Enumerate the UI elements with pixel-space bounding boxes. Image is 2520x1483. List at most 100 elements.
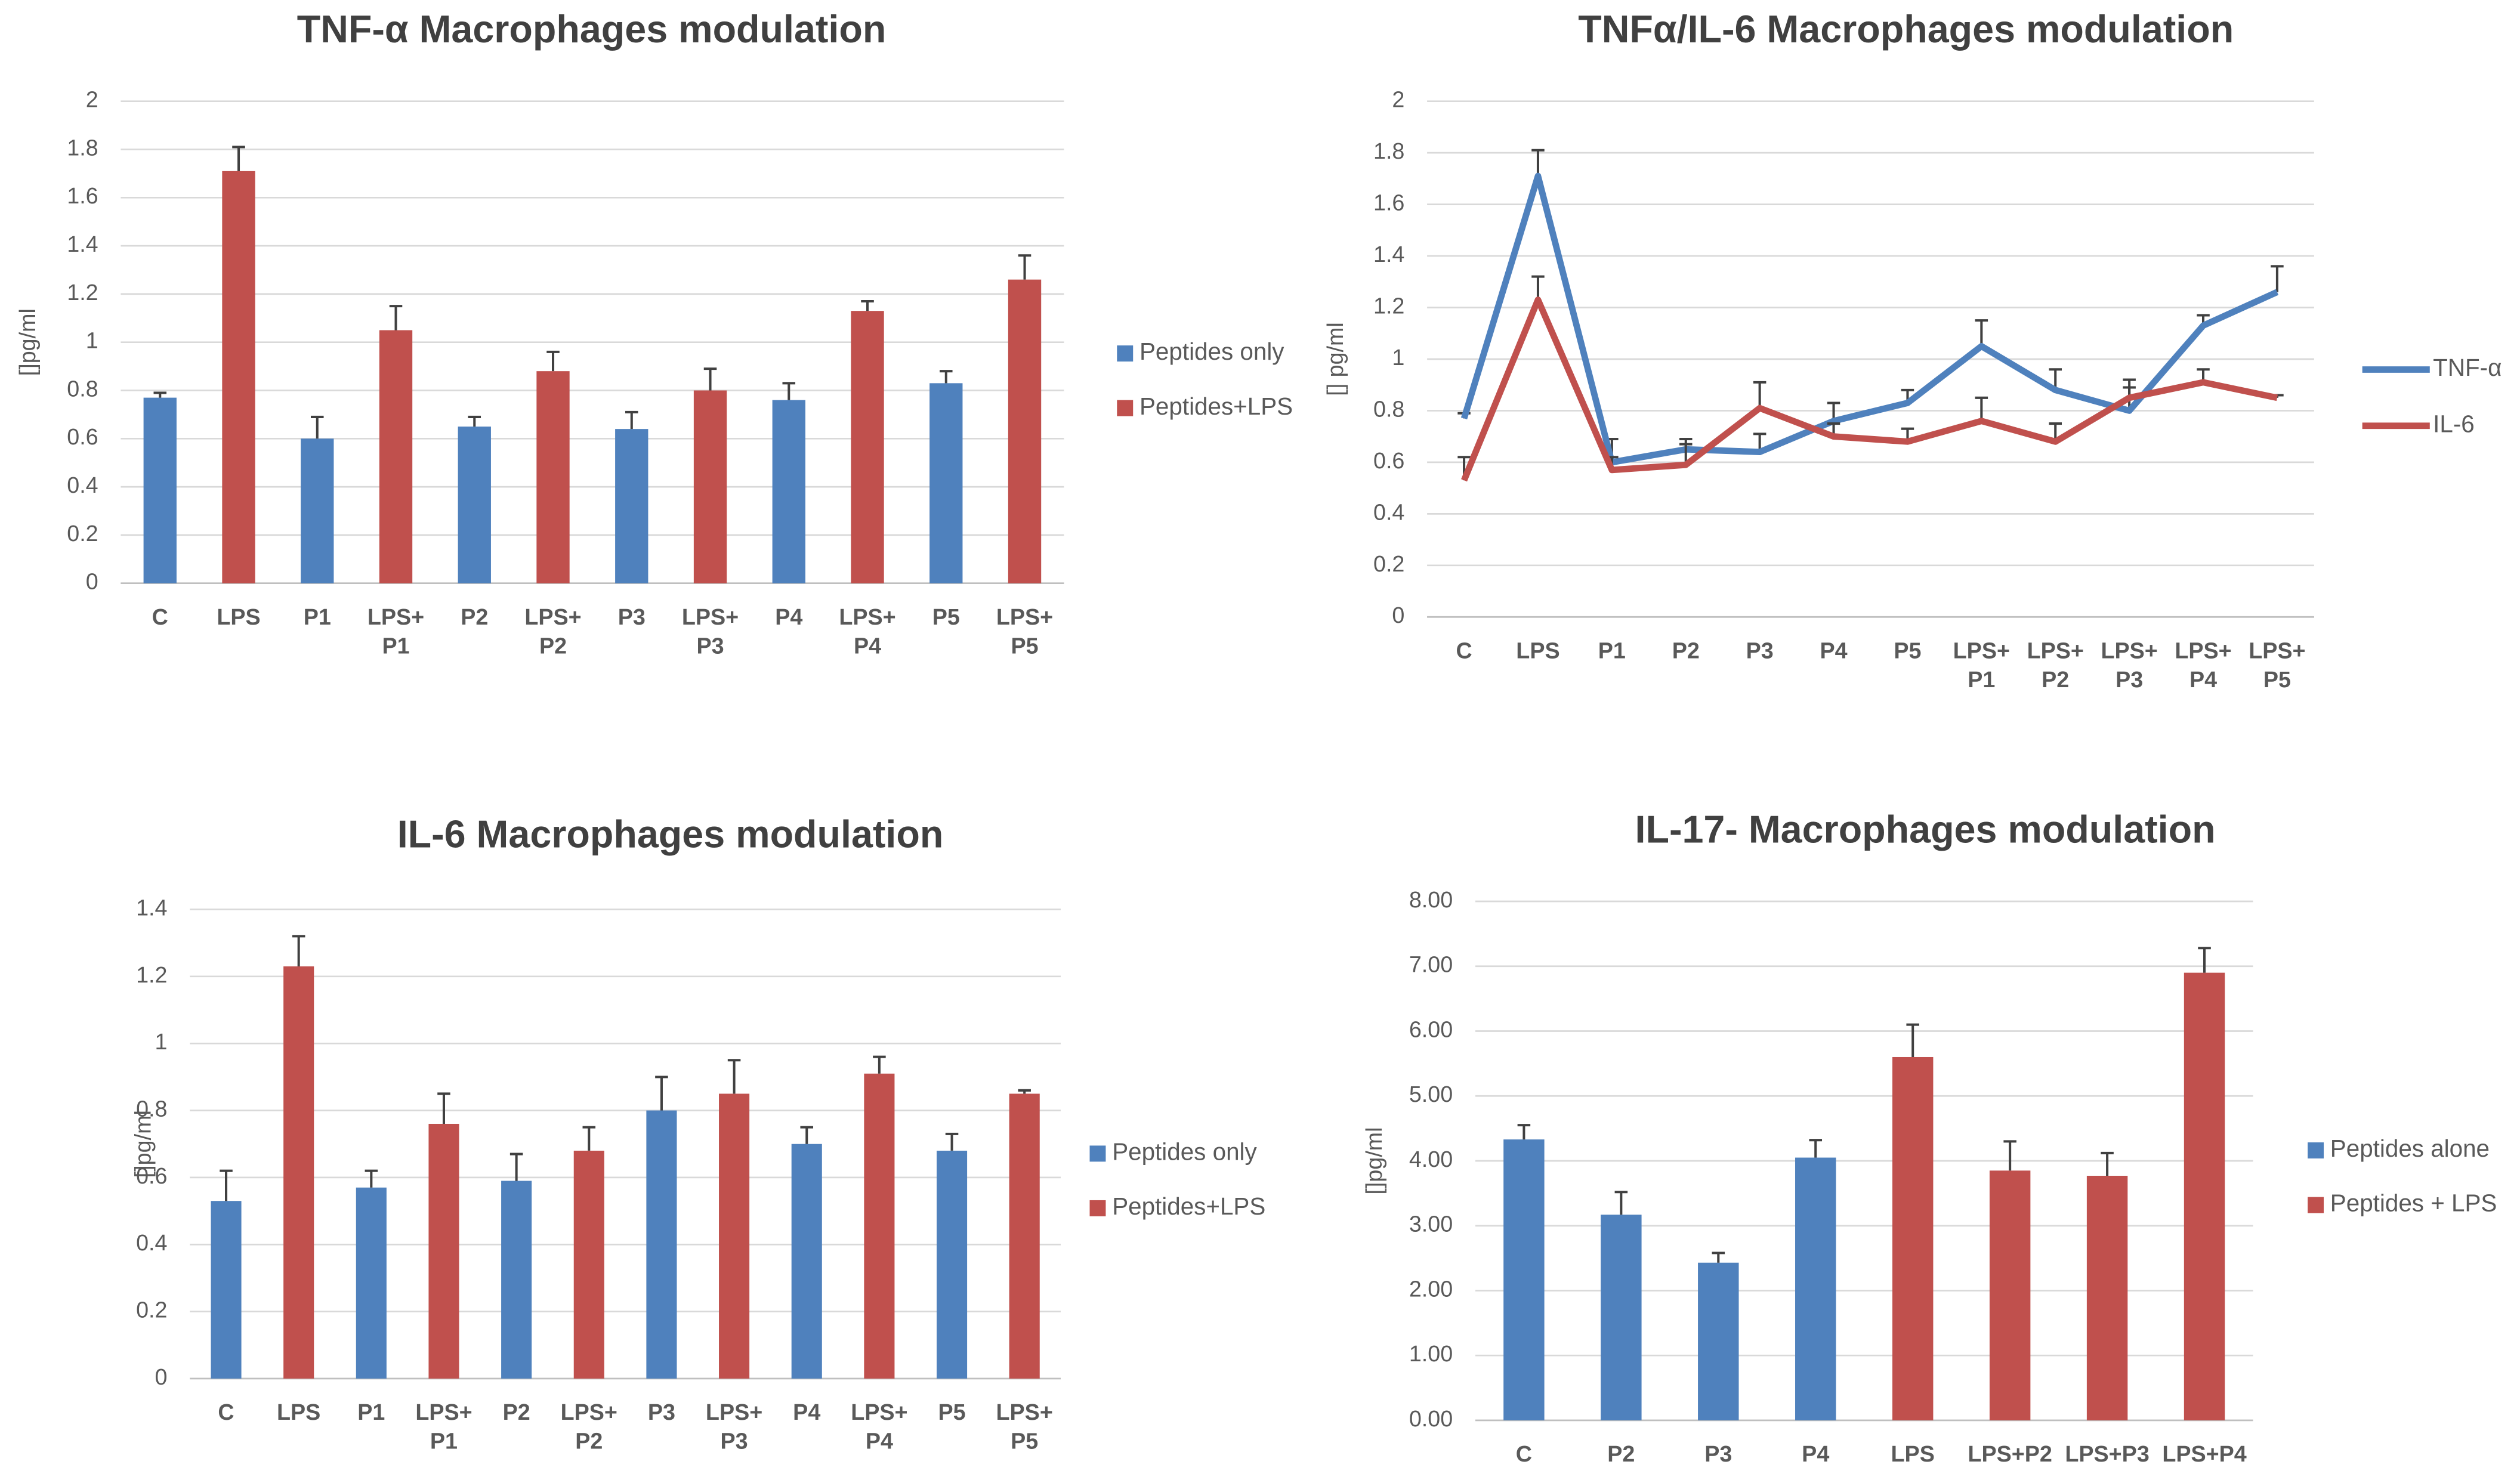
bar — [851, 311, 884, 583]
x-tick-label: P1 — [1598, 638, 1626, 663]
error-bar — [2271, 265, 2284, 292]
legend-swatch — [1089, 1145, 1106, 1162]
error-bar — [509, 1153, 523, 1181]
legend-swatch — [2308, 1142, 2324, 1158]
x-tick-label: LPS+P2 — [524, 604, 581, 658]
error-bar — [292, 935, 305, 966]
bar — [428, 1123, 459, 1379]
error-bar — [1975, 396, 1988, 421]
error-bar — [1906, 1023, 1919, 1057]
error-bar — [437, 1092, 450, 1124]
y-tick-label: 1.8 — [1373, 138, 1404, 163]
bar — [791, 1144, 822, 1379]
error-bar — [232, 146, 245, 171]
legend-swatch — [1089, 1200, 1106, 1216]
error-bar — [1018, 254, 1032, 280]
bar — [1892, 1056, 1934, 1420]
y-tick-label: 1.4 — [67, 231, 98, 257]
y-tick-label: 4.00 — [1409, 1147, 1453, 1172]
error-bar — [655, 1076, 668, 1111]
x-tick-label: P3 — [1704, 1441, 1732, 1466]
legend-label: IL-6 — [2433, 410, 2475, 437]
bar — [929, 383, 963, 583]
x-tick-label: LPS+P3 — [2065, 1441, 2149, 1466]
error-bar — [153, 391, 167, 398]
y-tick-label: 0.6 — [136, 1163, 167, 1188]
y-tick-label: 0.4 — [67, 472, 98, 498]
chart-title: TNF-α Macrophages modulation — [297, 7, 887, 51]
y-tick-label: 1.2 — [1373, 293, 1404, 318]
x-tick-label: LPS — [1516, 638, 1559, 663]
y-tick-label: 1.00 — [1409, 1341, 1453, 1366]
error-bar — [782, 382, 796, 400]
legend-swatch — [1117, 345, 1134, 362]
x-tick-label: C — [152, 604, 168, 629]
x-tick-label: LPS+ P5 — [996, 604, 1053, 658]
y-axis-label: []pg/ml — [15, 308, 40, 376]
y-tick-label: 1.6 — [67, 183, 98, 208]
y-tick-label: 0.6 — [67, 424, 98, 449]
legend-label: Peptides only — [1139, 338, 1284, 365]
x-tick-label: LPS+P2 — [561, 1399, 617, 1453]
y-tick-label: 0 — [86, 569, 98, 594]
x-tick-label: C — [218, 1399, 234, 1425]
bar — [2184, 972, 2225, 1420]
x-tick-label: LPS+ P5 — [2249, 638, 2305, 691]
y-tick-label: 1.4 — [1373, 242, 1404, 267]
y-tick-label: 2 — [86, 87, 98, 112]
y-tick-label: 1.6 — [1373, 190, 1404, 215]
error-bar — [2003, 1140, 2016, 1171]
y-tick-label: 0.8 — [67, 376, 98, 401]
chart-title: IL-17- Macrophages modulation — [1635, 807, 2216, 851]
x-tick-label: P3 — [1746, 638, 1774, 663]
y-tick-label: 2.00 — [1409, 1276, 1453, 1301]
error-bar — [873, 1055, 886, 1074]
x-tick-label: P4 — [775, 604, 802, 629]
y-tick-label: 0.8 — [136, 1096, 167, 1121]
error-bar — [468, 415, 481, 427]
y-tick-label: 0.2 — [67, 521, 98, 546]
x-tick-label: P5 — [1894, 638, 1921, 663]
x-tick-label: LPS+P4 — [851, 1399, 907, 1453]
x-tick-label: P2 — [1672, 638, 1700, 663]
error-bar — [1975, 319, 1988, 347]
x-tick-label: P1 — [357, 1399, 385, 1425]
x-tick-label: LPS+P3 — [706, 1399, 762, 1453]
bar — [1601, 1215, 1642, 1420]
error-bar — [220, 1169, 233, 1201]
y-axis-label: [] pg/ml — [1323, 322, 1348, 396]
error-bar — [1018, 1089, 1031, 1094]
legend-label: Peptides+LPS — [1112, 1192, 1265, 1220]
x-tick-label: LPS — [277, 1399, 320, 1425]
legend-label: Peptides only — [1112, 1138, 1257, 1166]
line — [1460, 172, 2279, 466]
bar — [573, 1150, 604, 1379]
bar — [772, 400, 805, 583]
y-tick-label: 6.00 — [1409, 1017, 1453, 1042]
bar — [356, 1187, 387, 1379]
x-tick-label: C — [1516, 1441, 1532, 1466]
error-bar — [1531, 275, 1545, 300]
bar — [1008, 279, 1042, 583]
x-tick-label: P3 — [618, 604, 646, 629]
legend-swatch — [1117, 400, 1134, 416]
y-tick-label: 0 — [155, 1364, 168, 1389]
y-tick-label: 1.2 — [67, 280, 98, 305]
y-tick-label: 0.4 — [1373, 499, 1404, 524]
legend-label: TNF-α — [2433, 354, 2502, 381]
bar — [1009, 1093, 1040, 1379]
legend-label: Peptides+LPS — [1139, 393, 1293, 420]
bar — [936, 1150, 968, 1379]
y-axis-label: []pg/ml — [1361, 1127, 1386, 1194]
error-bar — [940, 370, 953, 384]
bar — [283, 966, 314, 1379]
error-bar — [2198, 947, 2211, 973]
error-bar — [389, 305, 403, 330]
error-bar — [582, 1126, 596, 1151]
bar — [615, 429, 648, 583]
bar — [536, 371, 570, 583]
y-axis-label: []pg/ml — [131, 1110, 156, 1178]
x-tick-label: LPS+P2 — [1968, 1441, 2052, 1466]
y-tick-label: 5.00 — [1409, 1082, 1453, 1107]
